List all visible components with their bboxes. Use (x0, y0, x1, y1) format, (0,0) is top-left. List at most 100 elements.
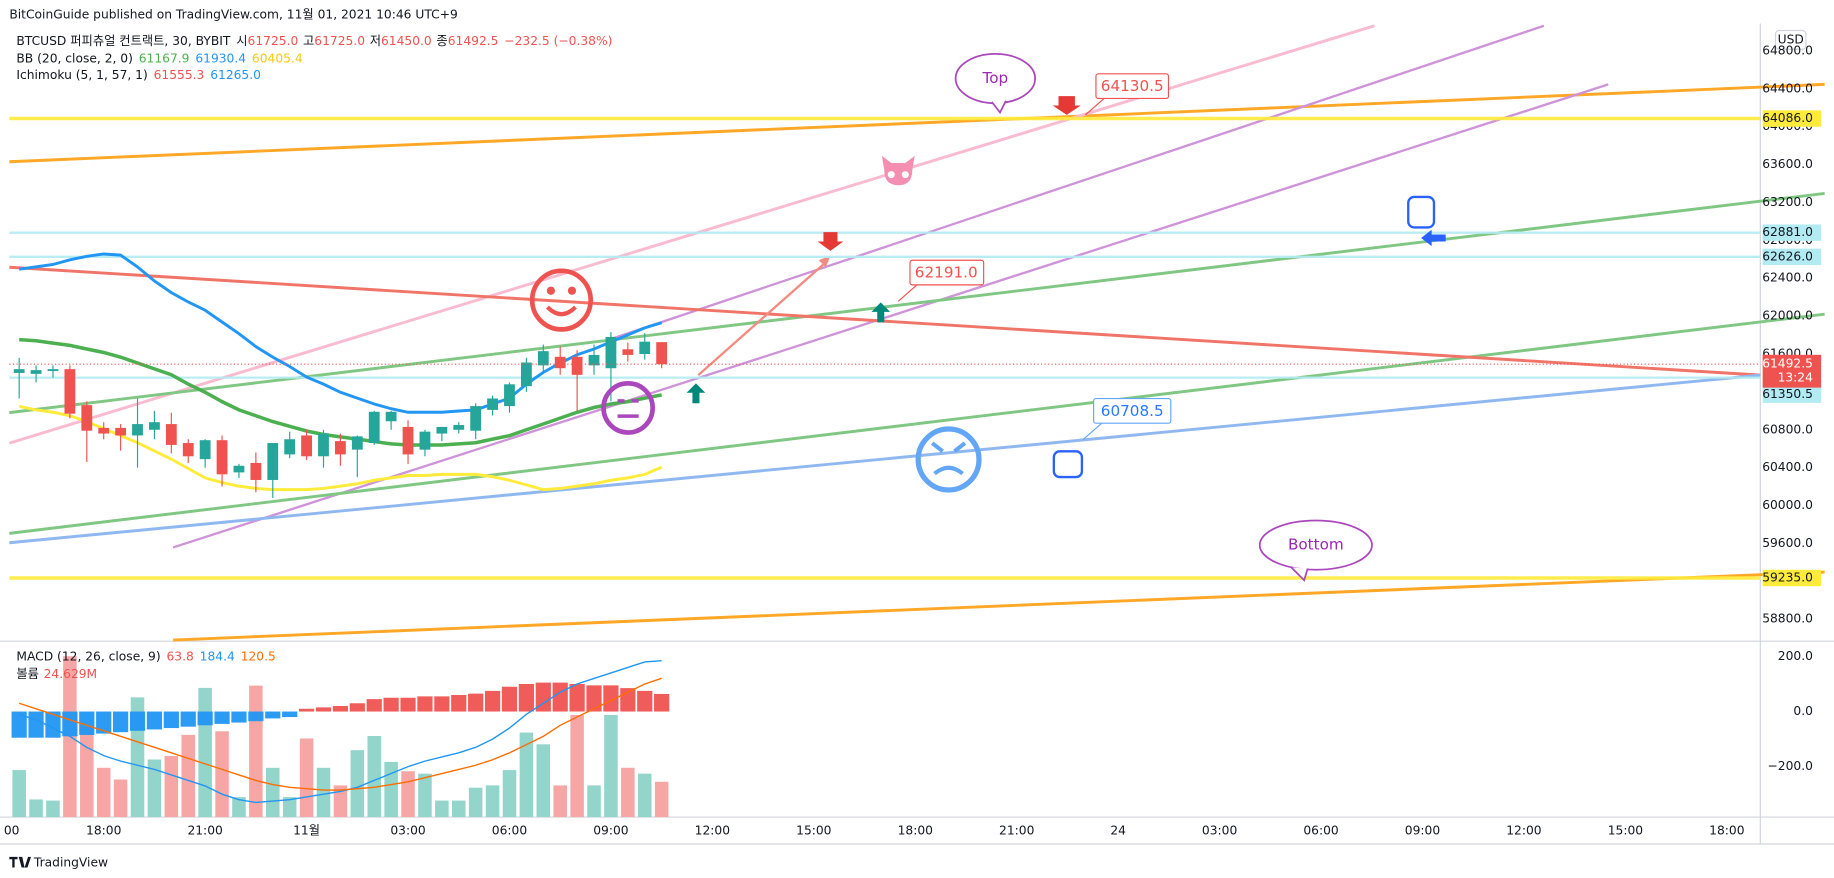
indicator-value: 61930.4 (195, 51, 246, 65)
candle-body (605, 336, 617, 369)
up-arrow (686, 383, 706, 404)
histogram-bar (282, 711, 298, 718)
bubble (1258, 519, 1373, 571)
histogram-bar (603, 685, 619, 712)
currency-box[interactable] (1774, 29, 1807, 50)
histogram-bar (113, 711, 129, 733)
histogram-bar (400, 697, 416, 712)
candle-body (368, 411, 380, 444)
x-tick-label: 18:00 (86, 824, 121, 838)
histogram-bar (45, 711, 61, 738)
price-label: 62881.0 (1762, 225, 1813, 239)
volume-bar (316, 767, 331, 818)
last-price-label: 61492.5 (1762, 357, 1813, 371)
macd-pane (11, 656, 670, 818)
candle-body (132, 424, 143, 436)
candle-body (622, 349, 634, 355)
histogram-bar (501, 686, 518, 712)
indicator-line (18, 404, 663, 492)
indicator-line (18, 252, 663, 414)
y-tick-label: 63200.0 (1762, 195, 1813, 209)
histogram-bar (197, 711, 213, 726)
change: −232.5 (−0.38%) (504, 34, 612, 48)
candle-body (656, 342, 668, 365)
histogram-bar (265, 711, 281, 719)
price-label-box (1762, 569, 1822, 587)
x-tick-label: 18:00 (1709, 824, 1744, 838)
candle-body (470, 406, 482, 431)
indicator-value: 184.4 (200, 649, 235, 663)
indicator-value: 61167.9 (139, 51, 190, 65)
histogram-bar (11, 711, 27, 738)
volume-bar (215, 731, 229, 818)
bb-legend: BB (20, close, 2, 0) 61167.9 61930.4 60405.… (16, 51, 302, 65)
volume-bar (96, 767, 111, 818)
candle-body (250, 462, 262, 480)
symbol-legend: BTCUSD 퍼피츄얼 컨트랙트, 30, BYBIT 시61725.0 고6172… (16, 34, 612, 48)
candle-body (588, 354, 600, 366)
drawings (8, 24, 1825, 642)
candle-body (520, 362, 532, 387)
histogram-bar (332, 706, 349, 712)
candle-body (419, 431, 431, 450)
y-tick-label: 200.0 (1778, 649, 1813, 663)
candle-body (199, 440, 211, 460)
histogram-bar (129, 711, 146, 731)
price-label-box (1762, 224, 1822, 241)
candle-body (30, 370, 42, 374)
volume-bar (418, 773, 432, 818)
x-tick-label: 12:00 (695, 824, 730, 838)
trend-line (9, 373, 1761, 545)
price-label-box (1762, 248, 1822, 266)
down-arrow (1052, 96, 1081, 115)
indicator-value: 60405.4 (252, 51, 303, 65)
volume-legend: 볼륨 24.629M (16, 667, 97, 681)
histogram-bar (417, 696, 433, 712)
indicator-value: 61265.0 (210, 68, 261, 82)
candle-body (64, 369, 76, 414)
candle-body (267, 443, 279, 480)
volume-bar (113, 779, 128, 818)
histogram-bar (298, 708, 315, 712)
candle-body (284, 439, 296, 455)
trend-line (173, 570, 1825, 642)
histogram-bar (637, 690, 653, 712)
ohlc-value: 61450.0 (381, 34, 432, 48)
volume-bar (637, 773, 652, 818)
histogram-bar (552, 682, 568, 712)
publish-info: BitCoinGuide published on TradingView.co… (9, 8, 457, 22)
histogram-bar (383, 697, 399, 712)
histogram-bar (96, 711, 112, 734)
volume-bar (333, 785, 348, 818)
price-label: 62626.0 (1762, 249, 1813, 263)
volume-bar (282, 797, 297, 818)
y-tick-label: 63600.0 (1762, 157, 1813, 171)
symbol: BTCUSD 퍼피츄얼 컨트랙트, 30, BYBIT (16, 34, 231, 48)
volume-bar (621, 767, 635, 818)
price-label-box (1762, 110, 1822, 127)
ohlc-label: 저 (370, 34, 381, 48)
cat-icon (881, 155, 915, 186)
currency[interactable]: USD (1778, 32, 1804, 46)
volume-bar (12, 770, 26, 818)
callout-pointer (1082, 422, 1103, 441)
ichimoku-legend: Ichimoku (5, 1, 57, 1) 61555.3 61265.0 (16, 68, 261, 82)
x-tick-label: 09:00 (593, 824, 628, 838)
histogram-bar (654, 693, 670, 712)
annotation-text: 64130.5 (1101, 77, 1164, 95)
x-tick-label: 24 (1110, 824, 1126, 838)
y-tick-label: 60400.0 (1762, 460, 1813, 474)
annotation-text: Top (982, 69, 1009, 87)
price-label: 59235.0 (1762, 570, 1813, 584)
volume-bar (46, 800, 60, 818)
volume-bar (350, 750, 365, 818)
histogram-bar (163, 711, 179, 729)
histogram-bar (248, 711, 264, 722)
volume-bar (570, 714, 584, 818)
volume-bar (164, 756, 179, 818)
volume-bar (654, 781, 669, 818)
footer-text: TradingView (33, 855, 108, 869)
bubble-tail (991, 100, 1007, 115)
volume-bar (451, 800, 466, 818)
